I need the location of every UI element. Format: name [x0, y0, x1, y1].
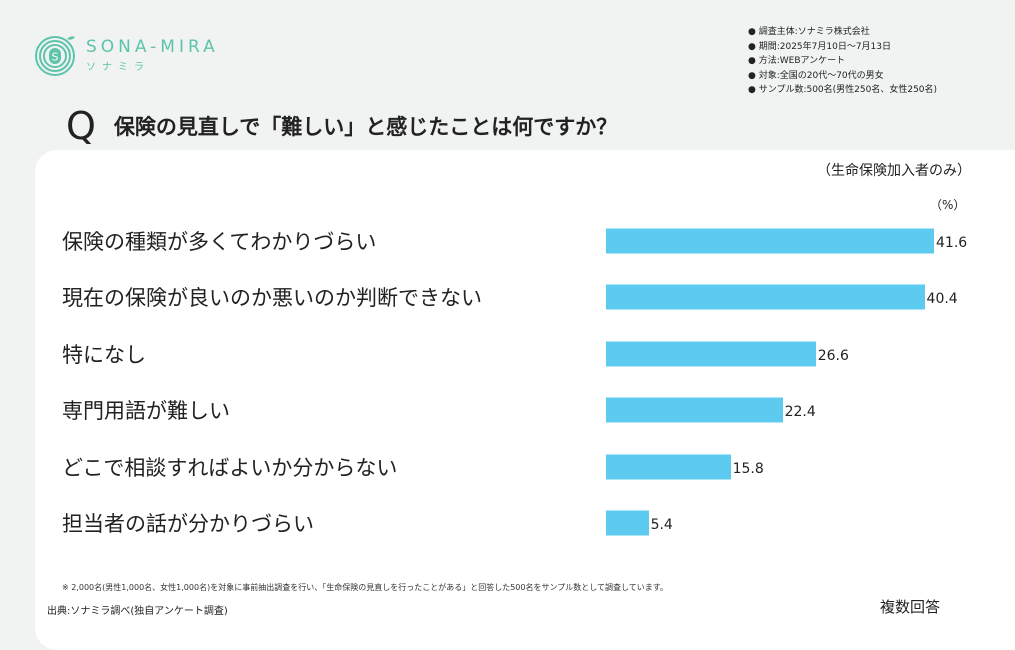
- category-label: どこで相談すればよいか分からない: [62, 455, 398, 480]
- category-label: 特になし: [62, 342, 146, 367]
- source: 出典:ソナミラ調べ(独自アンケート調査): [47, 606, 228, 617]
- info-item: サンプル数:500名(男性250名、女性250名): [748, 83, 937, 98]
- bar: [606, 510, 649, 536]
- bar: [606, 341, 816, 367]
- bar: [606, 228, 934, 254]
- question-heading: Q 保険の見直しで「難しい」と感じたことは何ですか？: [66, 104, 617, 148]
- info-item: 対象:全国の20代～70代の男女: [748, 69, 937, 84]
- category-label: 担当者の話が分かりづらい: [62, 512, 314, 536]
- logo-text: SONA-MIRA: [86, 37, 219, 57]
- survey-info: 調査主体:ソナミラ株式会社 期間:2025年7月10日～7月13日 方法:WEB…: [748, 25, 937, 98]
- category-label: 保険の種類が多くてわかりづらい: [62, 230, 377, 254]
- question-text: 保険の見直しで「難しい」と感じたことは何ですか？: [113, 115, 618, 139]
- subtitle: （生命保険加入者のみ）: [817, 163, 971, 179]
- value-label: 26.6: [817, 347, 849, 364]
- category-label: 現在の保険が良いのか悪いのか判断できない: [62, 286, 482, 311]
- bar: [606, 454, 731, 480]
- unit-label: （%）: [930, 198, 966, 212]
- info-item: 期間:2025年7月10日～7月13日: [748, 40, 937, 55]
- q-mark: Q: [66, 104, 96, 148]
- multiple-answer-label: 複数回答: [880, 598, 941, 616]
- logo-mark-icon: S: [35, 36, 75, 76]
- info-item: 調査主体:ソナミラ株式会社: [748, 25, 937, 40]
- value-label: 5.4: [650, 517, 673, 533]
- value-label: 40.4: [926, 291, 958, 308]
- bar: [606, 284, 925, 310]
- value-label: 15.8: [732, 460, 764, 477]
- category-label: 専門用語が難しい: [62, 399, 230, 424]
- value-label: 22.4: [784, 404, 816, 421]
- footnote: ※ 2,000名(男性1,000名、女性1,000名)を対象に事前抽出調査を行い…: [62, 583, 668, 592]
- svg-text:S: S: [52, 51, 59, 64]
- logo: S SONA-MIRA ソナミラ: [34, 33, 219, 77]
- value-label: 41.6: [936, 235, 968, 251]
- info-item: 方法:WEBアンケート: [748, 54, 937, 69]
- bar: [606, 397, 783, 423]
- logo-text-ja: ソナミラ: [86, 62, 150, 73]
